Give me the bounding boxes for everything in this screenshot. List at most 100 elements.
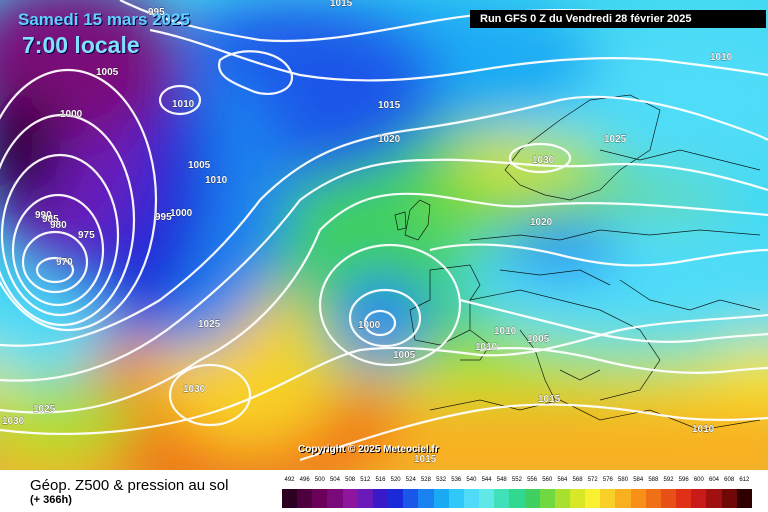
legend-value: 572: [587, 477, 598, 483]
isobar-label: 1025: [604, 134, 627, 145]
legend-value: 556: [527, 477, 538, 483]
legend-value: 580: [618, 477, 629, 483]
legend-swatch: [630, 489, 646, 508]
legend-swatch: [433, 489, 449, 508]
legend-swatch: [721, 489, 737, 508]
legend-value: 600: [693, 477, 704, 483]
legend-swatch: [645, 489, 661, 508]
legend-value: 508: [345, 477, 356, 483]
legend-value: 524: [405, 477, 416, 483]
legend-swatch: [448, 489, 464, 508]
legend-swatch: [660, 489, 677, 508]
isobar-label: 1015: [330, 0, 353, 9]
legend-swatch: [327, 489, 343, 508]
isobar-label: 1005: [188, 160, 211, 171]
legend-swatch: [357, 489, 373, 508]
isobar-label: 985: [42, 214, 59, 225]
legend-swatch: [282, 489, 298, 508]
legend-swatch: [676, 489, 692, 508]
isobar-label: 1020: [530, 217, 553, 228]
legend-swatch: [463, 489, 480, 508]
isobar-label: 995: [155, 212, 172, 223]
isobar-label: 1030: [2, 416, 25, 427]
isobar-label: 1010: [172, 99, 195, 110]
lead-time: (+ 366h): [30, 494, 72, 506]
legend-swatch: [372, 489, 389, 508]
isobar-label: 1015: [538, 394, 561, 405]
legend-swatch: [554, 489, 570, 508]
legend-swatch: [600, 489, 616, 508]
isobar-label: 970: [56, 257, 73, 268]
parameter-title: Géop. Z500 & pression au sol: [30, 477, 229, 494]
model-run-label: Run GFS 0 Z du Vendredi 28 février 2025: [470, 10, 766, 28]
legend-value: 528: [420, 477, 431, 483]
legend-value: 560: [542, 477, 553, 483]
legend-value: 612: [739, 477, 750, 483]
legend-value: 504: [329, 477, 340, 483]
legend-value: 540: [466, 477, 477, 483]
isobar-label: 1005: [393, 350, 416, 361]
legend-value: 564: [557, 477, 568, 483]
legend-swatch: [585, 489, 601, 508]
isobar-label: 1010: [710, 52, 733, 63]
legend-swatch: [388, 489, 404, 508]
legend-value: 596: [678, 477, 689, 483]
legend-value: 536: [451, 477, 462, 483]
legend-swatch: [615, 489, 631, 508]
legend-swatch: [479, 489, 495, 508]
legend-swatch: [297, 489, 313, 508]
legend-value: 512: [360, 477, 371, 483]
legend-swatch: [691, 489, 707, 508]
isobar-label: 1000: [358, 320, 381, 331]
legend-swatch: [736, 489, 752, 508]
isobar-label: 1010: [475, 342, 498, 353]
legend-value: 584: [633, 477, 644, 483]
legend-value: 532: [436, 477, 447, 483]
isobar-label: 1025: [33, 404, 56, 415]
legend-value: 576: [602, 477, 613, 483]
legend-value: 548: [496, 477, 507, 483]
forecast-date: Samedi 15 mars 2025: [18, 10, 191, 29]
legend-swatch: [524, 489, 540, 508]
legend-value: 492: [284, 477, 295, 483]
isobar-label: 1020: [378, 134, 401, 145]
isobar-label: 1015: [378, 100, 401, 111]
isobar-lines: [0, 0, 768, 462]
legend-swatch: [539, 489, 555, 508]
isobar-label: 1030: [532, 155, 555, 166]
isobar-label: 1005: [96, 67, 119, 78]
isobar-label: 975: [78, 230, 95, 241]
isobar-label: 990: [35, 210, 52, 221]
isobar-label: 1005: [527, 334, 550, 345]
legend-swatch: [509, 489, 525, 508]
legend-value: 500: [314, 477, 325, 483]
legend-swatches: [282, 489, 752, 508]
legend-swatch: [418, 489, 434, 508]
legend-value: 544: [481, 477, 492, 483]
legend-value: 552: [511, 477, 522, 483]
legend-value: 520: [390, 477, 401, 483]
isobar-label: 1030: [183, 384, 206, 395]
coastlines: [394, 94, 761, 431]
legend-swatch: [342, 489, 358, 508]
isobar-label: 980: [50, 220, 67, 231]
isobar-label: 1025: [198, 319, 221, 330]
isobar-label: 1000: [60, 109, 83, 120]
copyright-text: Copyright © 2025 Meteociel.fr: [298, 444, 439, 455]
legend-value: 588: [648, 477, 659, 483]
forecast-time: 7:00 locale: [22, 32, 140, 58]
legend-value: 592: [663, 477, 674, 483]
color-legend: 492 496 500 504 508 512 516 520 524 528 532 536 540 5…: [282, 477, 752, 509]
legend-value: 604: [709, 477, 720, 483]
legend-labels: 492 496 500 504 508 512 516 520 524 528 532 536 540 5…: [282, 477, 752, 487]
isobar-label: 1015: [414, 454, 437, 465]
legend-swatch: [569, 489, 586, 508]
isobar-label: 1010: [205, 175, 228, 186]
weather-map: 1015 995 1005 1010 1000 990 985 980 975 …: [0, 0, 768, 470]
legend-swatch: [706, 489, 722, 508]
legend-value: 496: [299, 477, 310, 483]
isobar-labels: 1015 995 1005 1010 1000 990 985 980 975 …: [2, 0, 733, 465]
legend-swatch: [312, 489, 328, 508]
isobar-label: 1010: [692, 424, 715, 435]
isobar-label: 995: [148, 7, 165, 18]
